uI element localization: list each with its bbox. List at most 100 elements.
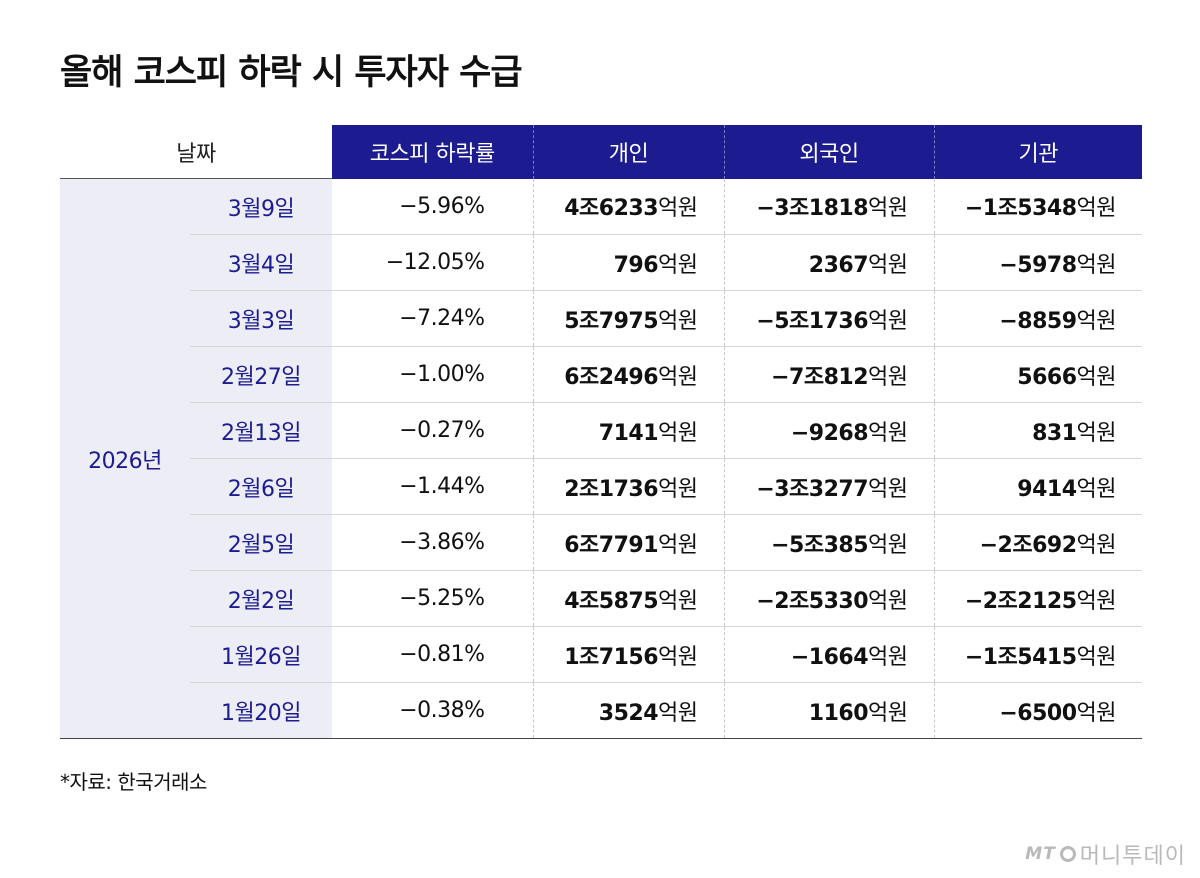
foreign-cell: −5조385억원 [723, 514, 935, 571]
table-row: 1월26일 −0.81% 1조7156억원 −1664억원 −1조5415억원 [60, 626, 1143, 683]
individual-cell: 796억원 [532, 234, 725, 291]
date-cell: 2월2일 [190, 570, 333, 627]
individual-cell-unit: 억원 [658, 420, 698, 446]
foreign-cell-value: 1160 [808, 700, 869, 726]
header-institution: 기관 [933, 125, 1143, 179]
individual-cell-value: 3524 [598, 700, 659, 726]
kospi-rate-cell: −3.86% [332, 514, 534, 571]
foreign-cell-unit: 억원 [868, 308, 908, 334]
foreign-cell-unit: 억원 [868, 700, 908, 726]
individual-cell-value: 796 [613, 252, 659, 278]
individual-cell-value: 4조6233 [564, 196, 659, 222]
foreign-cell: −5조1736억원 [723, 290, 935, 347]
foreign-cell-value: −7조812 [771, 364, 869, 390]
institution-cell-value: −2조692 [979, 532, 1077, 558]
institution-cell: −8859억원 [933, 290, 1143, 347]
foreign-cell-value: −5조385 [771, 532, 869, 558]
individual-cell-value: 6조7791 [564, 532, 659, 558]
publisher-logo: MT 머니투데이 [1025, 838, 1186, 870]
foreign-cell: 1160억원 [723, 682, 935, 739]
foreign-cell-unit: 억원 [868, 644, 908, 670]
date-cell: 2월6일 [190, 458, 333, 515]
chart-title: 올해 코스피 하락 시 투자자 수급 [60, 53, 523, 93]
foreign-cell-unit: 억원 [868, 532, 908, 558]
individual-cell: 7141억원 [532, 402, 725, 459]
institution-cell-unit: 억원 [1076, 532, 1117, 558]
date-cell: 1월26일 [190, 626, 333, 683]
header-row: 날짜 코스피 하락률 개인 외국인 기관 [60, 125, 1143, 179]
institution-cell: −1조5348억원 [933, 178, 1143, 235]
foreign-cell-value: −3조3277 [756, 476, 869, 502]
institution-cell-unit: 억원 [1076, 196, 1117, 222]
kospi-rate-cell: −12.05% [332, 234, 534, 291]
individual-cell-value: 5조7975 [564, 308, 659, 334]
foreign-cell-value: −5조1736 [756, 308, 869, 334]
foreign-cell-unit: 억원 [868, 588, 908, 614]
table-row: 2월2일 −5.25% 4조5875억원 −2조5330억원 −2조2125억원 [60, 570, 1143, 627]
individual-cell: 6조7791억원 [532, 514, 725, 571]
individual-cell-unit: 억원 [658, 476, 698, 502]
date-cell: 2월13일 [190, 402, 333, 459]
foreign-cell-value: −1664 [790, 644, 869, 670]
kospi-rate-cell: −0.27% [332, 402, 534, 459]
institution-cell-value: −1조5348 [964, 196, 1077, 222]
foreign-cell-unit: 억원 [868, 420, 908, 446]
individual-cell-value: 6조2496 [564, 364, 659, 390]
foreign-cell-unit: 억원 [868, 252, 908, 278]
individual-cell-unit: 억원 [658, 588, 698, 614]
header-foreign: 외국인 [723, 125, 935, 179]
foreign-cell-unit: 억원 [868, 364, 908, 390]
institution-cell: −2조2125억원 [933, 570, 1143, 627]
institution-cell-value: −5978 [999, 252, 1077, 278]
individual-cell: 6조2496억원 [532, 346, 725, 403]
individual-cell-unit: 억원 [658, 532, 698, 558]
institution-cell: 9414억원 [933, 458, 1143, 515]
institution-cell: −2조692억원 [933, 514, 1143, 571]
individual-cell: 4조5875억원 [532, 570, 725, 627]
date-cell: 3월9일 [190, 178, 333, 235]
individual-cell-value: 4조5875 [564, 588, 659, 614]
date-cell: 1월20일 [190, 682, 333, 739]
institution-cell: 5666억원 [933, 346, 1143, 403]
kospi-rate-cell: −0.38% [332, 682, 534, 739]
year-label: 2026년 [60, 178, 190, 739]
logo-mark: MT [1025, 844, 1056, 864]
institution-cell: −5978억원 [933, 234, 1143, 291]
individual-cell-value: 2조1736 [564, 476, 659, 502]
table-row: 3월4일 −12.05% 796억원 2367억원 −5978억원 [60, 234, 1143, 291]
table-row: 1월20일 −0.38% 3524억원 1160억원 −6500억원 [60, 682, 1143, 739]
kospi-rate-cell: −1.00% [332, 346, 534, 403]
foreign-cell-value: −3조1818 [756, 196, 869, 222]
kospi-rate-cell: −0.81% [332, 626, 534, 683]
table-row: 2월13일 −0.27% 7141억원 −9268억원 831억원 [60, 402, 1143, 459]
institution-cell-value: 5666 [1017, 364, 1077, 390]
institution-cell-value: −2조2125 [964, 588, 1077, 614]
institution-cell-value: −6500 [999, 700, 1077, 726]
header-individual: 개인 [532, 125, 725, 179]
individual-cell-unit: 억원 [658, 364, 698, 390]
institution-cell: 831억원 [933, 402, 1143, 459]
individual-cell-unit: 억원 [658, 252, 698, 278]
table-row: 2026년 3월9일 −5.96% 4조6233억원 −3조1818억원 −1조5348억… [60, 178, 1143, 739]
foreign-cell: −7조812억원 [723, 346, 935, 403]
individual-cell: 3524억원 [532, 682, 725, 739]
individual-cell-value: 7141 [598, 420, 659, 446]
institution-cell-value: −1조5415 [964, 644, 1077, 670]
date-cell: 2월5일 [190, 514, 333, 571]
institution-cell-value: 831 [1032, 420, 1077, 446]
individual-cell: 1조7156억원 [532, 626, 725, 683]
individual-cell-unit: 억원 [658, 308, 698, 334]
kospi-rate-cell: −7.24% [332, 290, 534, 347]
foreign-cell: −1664억원 [723, 626, 935, 683]
institution-cell-unit: 억원 [1076, 700, 1117, 726]
foreign-cell: −2조5330억원 [723, 570, 935, 627]
institution-cell-unit: 억원 [1076, 588, 1117, 614]
foreign-cell: 2367억원 [723, 234, 935, 291]
logo-ring-icon [1059, 846, 1076, 862]
institution-cell-unit: 억원 [1076, 308, 1117, 334]
individual-cell-unit: 억원 [658, 196, 698, 222]
foreign-cell-value: −9268 [790, 420, 869, 446]
individual-cell-unit: 억원 [658, 644, 698, 670]
foreign-cell-unit: 억원 [868, 476, 908, 502]
table-body: 2026년 3월9일 −5.96% 4조6233억원 −3조1818억원 −1조5348억… [60, 178, 1143, 739]
